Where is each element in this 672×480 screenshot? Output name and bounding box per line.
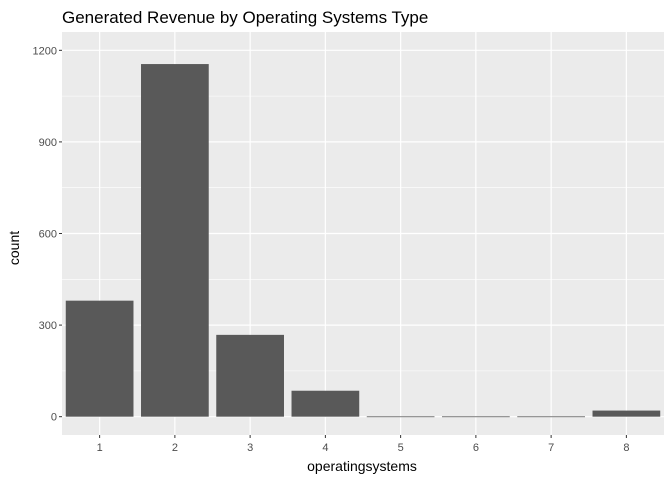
x-tick-label: 8 xyxy=(623,442,629,454)
y-axis-label: count xyxy=(6,231,22,265)
bar-8 xyxy=(592,410,661,417)
y-tick-label: 900 xyxy=(39,137,57,149)
bar-4 xyxy=(291,390,360,417)
x-tick-label: 4 xyxy=(322,442,328,454)
bar-1 xyxy=(65,300,134,417)
x-axis-label: operatingsystems xyxy=(307,458,417,474)
y-tick-label: 0 xyxy=(51,412,57,424)
bar-2 xyxy=(141,64,209,417)
bar-7 xyxy=(517,416,585,418)
bar-3 xyxy=(216,334,284,417)
x-tick-label: 1 xyxy=(97,442,103,454)
y-tick-label: 1200 xyxy=(33,45,57,57)
bar-6 xyxy=(442,416,510,418)
chart-title: Generated Revenue by Operating Systems T… xyxy=(62,8,428,27)
axes: 0 300 600 900 1200 1 2 3 4 5 6 7 8 xyxy=(33,45,630,454)
x-tick-label: 5 xyxy=(398,442,404,454)
x-tick-label: 2 xyxy=(172,442,178,454)
x-tick-label: 6 xyxy=(473,442,479,454)
bar-5 xyxy=(366,416,435,418)
x-tick-label: 3 xyxy=(247,442,253,454)
bars xyxy=(65,64,661,418)
x-tick-label: 7 xyxy=(548,442,554,454)
y-tick-label: 600 xyxy=(39,229,57,241)
y-tick-label: 300 xyxy=(39,320,57,332)
